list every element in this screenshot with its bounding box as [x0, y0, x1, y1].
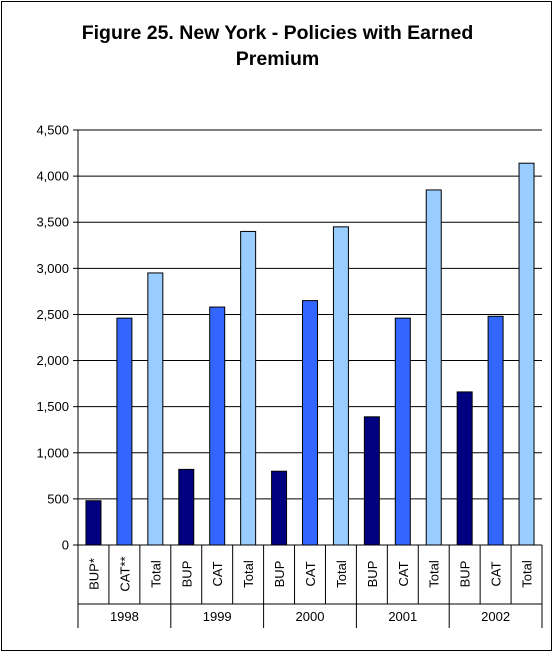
bar	[147, 272, 164, 546]
category-label: Total	[148, 560, 163, 588]
chart-title-line-1: Figure 25. New York - Policies with Earn…	[81, 22, 474, 44]
y-tick-label: 4,500	[36, 123, 69, 138]
bar	[425, 189, 442, 546]
bar	[116, 317, 133, 546]
bar	[487, 315, 504, 546]
y-tick-label: 3,000	[36, 261, 69, 276]
group-year-label: 2001	[388, 609, 417, 624]
group-year-label: 1999	[203, 609, 232, 624]
category-label: Total	[427, 560, 442, 588]
y-tick-label: 4,000	[36, 169, 69, 184]
bar	[394, 317, 411, 546]
bar	[518, 162, 535, 546]
category-label: Total	[241, 560, 256, 588]
y-tick-label: 2,500	[36, 307, 69, 322]
y-tick-label: 3,500	[36, 215, 69, 230]
bar	[85, 500, 102, 546]
y-tick-label: 1,500	[36, 399, 69, 414]
bar	[178, 468, 195, 546]
bar	[302, 300, 318, 546]
group-year-label: 2002	[481, 609, 510, 624]
bar	[456, 391, 473, 546]
category-label: BUP*	[86, 558, 101, 590]
category-label: Total	[334, 560, 349, 588]
y-tick-label: 0	[62, 538, 69, 553]
category-label: CAT	[303, 561, 318, 586]
bar	[271, 470, 288, 546]
category-label: BUP	[458, 561, 473, 588]
category-label: BUP	[179, 561, 194, 588]
category-label: CAT	[210, 561, 225, 586]
category-label: CAT	[396, 561, 411, 586]
chart-title-line-2: Premium	[235, 48, 320, 70]
bar	[240, 230, 257, 546]
category-label: BUP	[365, 561, 380, 588]
bar	[209, 306, 226, 546]
bar	[332, 226, 349, 546]
category-label: CAT	[489, 561, 504, 586]
bar	[363, 416, 380, 546]
y-tick-label: 500	[47, 491, 69, 506]
group-year-label: 1998	[110, 609, 139, 624]
category-label: BUP	[272, 561, 287, 588]
category-label: CAT**	[117, 556, 132, 591]
y-tick-label: 2,000	[36, 353, 69, 368]
y-tick-label: 1,000	[36, 445, 69, 460]
category-label: Total	[520, 560, 535, 588]
group-year-label: 2000	[296, 609, 325, 624]
chart-title: Figure 25. New York - Policies with Earn…	[40, 20, 515, 72]
